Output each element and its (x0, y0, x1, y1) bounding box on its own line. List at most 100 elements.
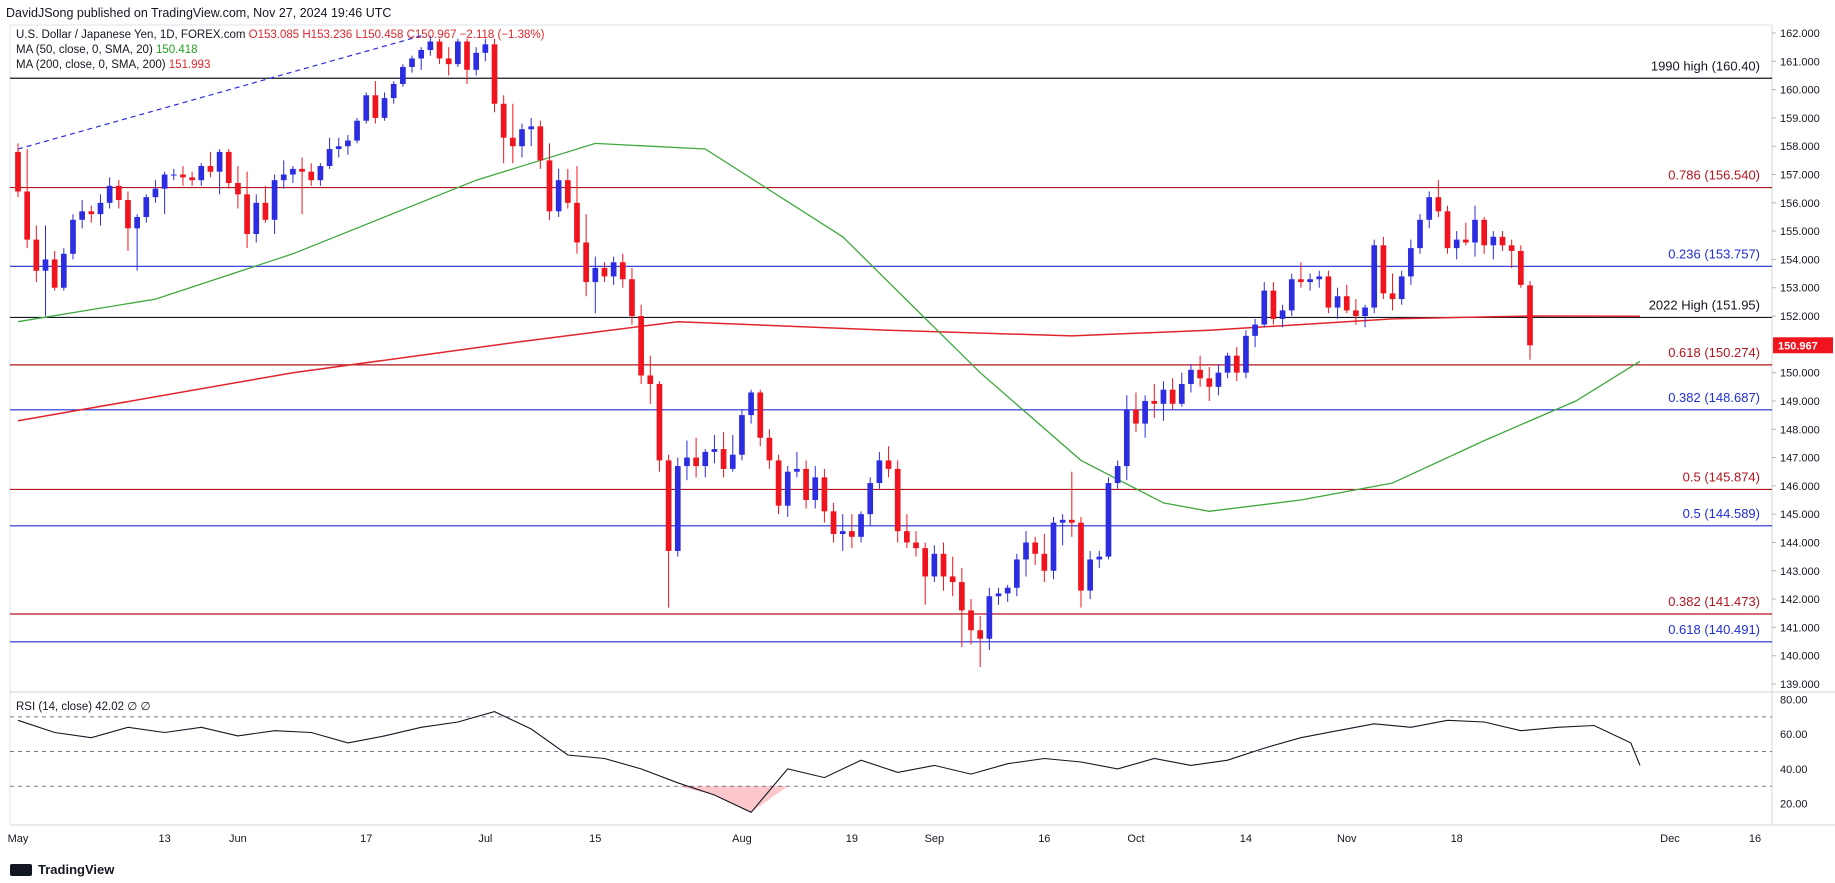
candle-body (858, 514, 864, 537)
candle-body (684, 457, 690, 467)
candle (931, 545, 938, 583)
candle-body (1408, 248, 1414, 277)
candle-body (1279, 310, 1286, 319)
candle-body (1023, 542, 1029, 560)
candle (106, 177, 113, 209)
time-axis-tick-label: 18 (1451, 833, 1463, 845)
time-axis-tick-label: 16 (1038, 833, 1050, 845)
candle (858, 511, 864, 543)
candle (1078, 517, 1084, 608)
candle (253, 194, 260, 243)
candle (894, 460, 901, 543)
candle-body (1527, 285, 1533, 346)
candle (986, 587, 993, 651)
price-axis-tick-label: 141.000 (1780, 622, 1820, 634)
candle (702, 449, 709, 478)
candle-body (619, 262, 626, 280)
candle-body (885, 460, 892, 469)
candle (308, 163, 315, 186)
rsi-axis: 20.00 40.00 60.00 80.00 (1780, 694, 1808, 810)
candle-body (253, 202, 260, 234)
candle (784, 466, 791, 518)
candle-body (537, 126, 544, 161)
candle (482, 38, 489, 62)
rsi-oversold-fill (677, 786, 788, 813)
candle (125, 191, 131, 251)
candle (1426, 191, 1433, 229)
candle (748, 389, 754, 424)
candle-body (1123, 409, 1130, 467)
candle (1013, 553, 1020, 597)
price-axis-tick-label: 145.000 (1780, 509, 1820, 521)
candle (143, 194, 150, 223)
price-axis-tick-label: 147.000 (1780, 453, 1820, 465)
candle-body (198, 166, 205, 181)
candle-body (381, 98, 388, 118)
candle (775, 454, 782, 515)
candle (390, 81, 397, 104)
price-axis-tick-label: 159.000 (1780, 113, 1820, 125)
candle (372, 81, 379, 124)
candle-body (592, 267, 599, 283)
level-label: 1990 high (160.40) (1651, 58, 1760, 73)
candle (1215, 364, 1222, 396)
candle-body (345, 140, 351, 147)
time-axis-tick-label: Dec (1660, 833, 1680, 845)
candle-body (555, 180, 562, 212)
ma200-value: 151.993 (168, 59, 211, 71)
candle-body (766, 437, 773, 461)
candle (189, 171, 195, 186)
price-axis: 139.000 140.000 141.000 142.000 143.000 144.0… (1772, 28, 1820, 691)
candle-body (739, 415, 745, 455)
candle-body (1325, 276, 1332, 308)
tradingview-icon (10, 863, 32, 876)
candle-body (418, 49, 425, 59)
candle (1325, 270, 1332, 314)
candle (115, 180, 122, 209)
candle (711, 434, 718, 464)
candle-body (235, 183, 241, 195)
candle (1316, 270, 1323, 288)
price-axis-tick-label: 155.000 (1780, 226, 1820, 238)
candle-body (70, 219, 76, 254)
candle (803, 460, 809, 509)
candle (885, 446, 892, 478)
candle (198, 163, 205, 186)
candle-body (904, 531, 910, 543)
candle (1279, 304, 1286, 328)
candle (949, 556, 956, 597)
candle (1151, 383, 1158, 418)
candle-body (1087, 559, 1093, 591)
rsi-axis-tick-label: 40.00 (1780, 764, 1808, 776)
candle (1527, 281, 1533, 360)
candle-body (1215, 372, 1222, 387)
price-axis-tick-label: 152.000 (1780, 311, 1820, 323)
price-axis-tick-label: 162.000 (1780, 28, 1820, 40)
candle-body (317, 166, 324, 181)
candle (849, 514, 855, 549)
candle-body (674, 466, 681, 551)
candle-body (794, 468, 800, 472)
footer-brand: TradingView (38, 862, 115, 877)
time-axis-tick-label: Jun (229, 833, 247, 845)
candle-body (1398, 276, 1405, 300)
candle (629, 267, 635, 325)
candle-body (1481, 219, 1488, 246)
candle (473, 47, 480, 76)
level-label: 0.236 (153.757) (1668, 246, 1760, 261)
candle-body (60, 253, 67, 288)
candle-body (445, 58, 452, 65)
candle-body (959, 582, 965, 611)
candle-body (977, 630, 984, 639)
candle (1453, 231, 1460, 260)
candle-body (949, 576, 956, 583)
candle (1059, 514, 1066, 546)
candle (418, 47, 425, 70)
candle (720, 432, 727, 478)
rsi-axis-tick-label: 20.00 (1780, 799, 1808, 811)
candle-body (940, 553, 947, 577)
candle (546, 143, 553, 220)
candle (1105, 477, 1112, 560)
candle-body (1389, 293, 1396, 300)
